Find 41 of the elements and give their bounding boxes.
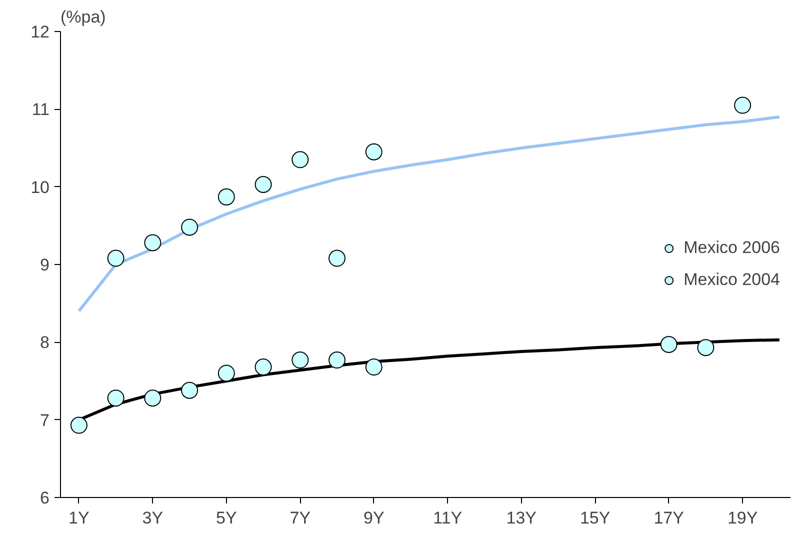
x-tick-label: 15Y <box>580 508 610 528</box>
x-tick-label: 11Y <box>433 508 462 528</box>
point <box>292 352 309 369</box>
x-tick-label: 9Y <box>363 508 384 528</box>
line-series <box>77 115 781 313</box>
point <box>218 188 235 206</box>
y-tick-label: 9 <box>40 256 50 274</box>
x-tick-label: 7Y <box>290 508 311 528</box>
point <box>734 96 752 114</box>
point <box>144 234 162 252</box>
point <box>70 416 88 434</box>
point <box>254 176 272 193</box>
point <box>107 250 124 267</box>
legend-label: Mexico 2006 <box>684 238 780 258</box>
point <box>292 151 309 168</box>
y-tick-label: 7 <box>40 410 50 430</box>
point <box>697 339 714 356</box>
point <box>254 358 272 376</box>
point <box>365 358 382 376</box>
x-tick-label: 19Y <box>727 508 758 528</box>
legend-label: Mexico 2004 <box>684 270 780 290</box>
x-tick-label: 1Y <box>68 508 90 528</box>
point <box>181 382 198 399</box>
y-axis-title: (%pa) <box>60 8 106 26</box>
point <box>660 336 678 353</box>
point <box>328 250 346 267</box>
point <box>107 390 124 407</box>
point <box>218 364 235 382</box>
y-tick-label: 12 <box>30 22 50 42</box>
x-tick-label: 5Y <box>216 508 237 528</box>
y-tick-label: 6 <box>40 488 50 508</box>
y-tick-label: 11 <box>32 100 50 120</box>
y-tick-label: 8 <box>40 333 50 352</box>
x-tick-label: 3Y <box>142 508 164 528</box>
y-tick-label: 10 <box>30 178 50 197</box>
x-tick-label: 13Y <box>506 508 536 528</box>
x-tick-label: 17Y <box>654 508 684 528</box>
point <box>181 218 198 236</box>
point <box>365 143 382 160</box>
point <box>328 352 346 369</box>
point <box>144 390 162 407</box>
